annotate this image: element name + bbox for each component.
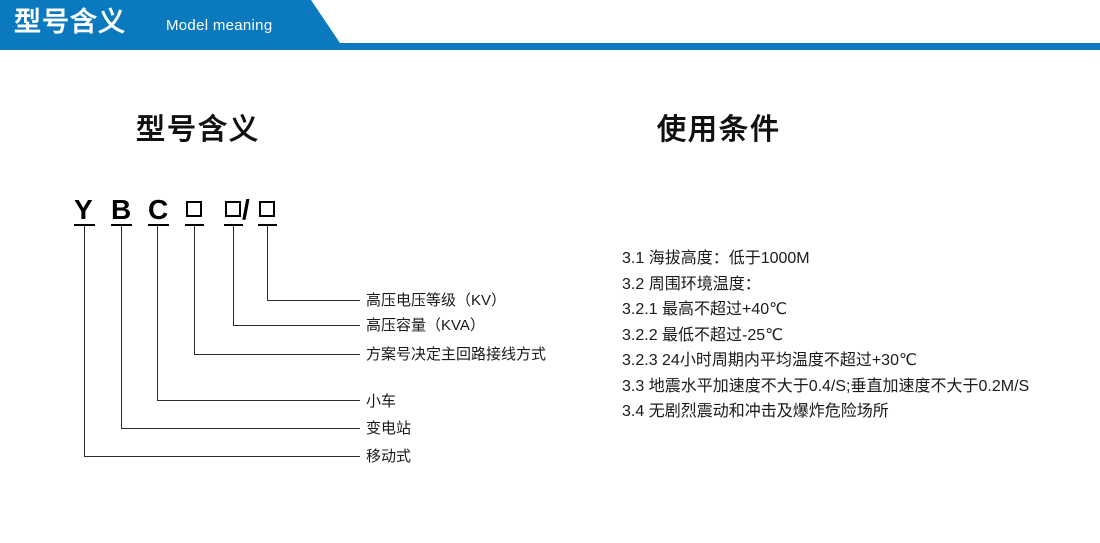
code-box-1: [186, 201, 202, 217]
leader-horizontal-5: [121, 428, 360, 429]
model-code-diagram: Y B C / 高压电压等级（KV） 高压容量（KVA） 方案号决定主回路接线方…: [0, 0, 560, 464]
leader-label-trolley: 小车: [366, 393, 397, 410]
leader-vertical-1: [267, 226, 268, 301]
code-underline-1: [74, 224, 95, 226]
code-slash: /: [242, 194, 250, 225]
usage-condition-item: 3.1 海拔高度：低于1000M: [622, 250, 810, 267]
leader-vertical-2: [233, 226, 234, 326]
usage-condition-item: 3.2.2 最低不超过-25℃: [622, 326, 784, 344]
leader-horizontal-1: [267, 300, 360, 301]
leader-horizontal-2: [233, 325, 360, 326]
header-title-english: Model meaning: [166, 17, 273, 34]
usage-condition-item: 3.3 地震水平加速度不大于0.4/S;垂直加速度不大于0.2M/S: [622, 377, 1030, 395]
right-section-heading: 使用条件: [657, 114, 782, 146]
usage-condition-item: 3.2 周围环境温度：: [622, 275, 761, 293]
leader-horizontal-4: [157, 400, 360, 401]
header-blue-block: [0, 0, 340, 43]
code-underline-5: [224, 224, 243, 226]
usage-conditions-list: 3.1 海拔高度：低于1000M 3.2 周围环境温度： 3.2.1 最高不超过…: [622, 246, 1092, 425]
code-underline-2: [111, 224, 132, 226]
usage-condition-item: 3.2.3 24小时周期内平均温度不超过+30℃: [622, 352, 917, 369]
usage-condition-item: 3.2.1 最高不超过+40℃: [622, 301, 788, 318]
leader-label-mobile-type: 移动式: [366, 448, 412, 465]
code-char-c: C: [148, 194, 169, 225]
leader-vertical-4: [157, 226, 158, 401]
code-box-2: [225, 201, 241, 217]
leader-label-hv-capacity: 高压容量（KVA）: [366, 317, 485, 334]
code-box-3: [259, 201, 275, 217]
code-underline-3: [148, 224, 169, 226]
header-banner: 型号含义 Model meaning: [0, 0, 1100, 52]
header-title-chinese: 型号含义: [14, 7, 126, 37]
code-underline-4: [185, 224, 204, 226]
code-char-b: B: [111, 194, 132, 225]
left-section-heading: 型号含义: [136, 114, 261, 146]
leader-horizontal-6: [84, 456, 360, 457]
leader-vertical-3: [194, 226, 195, 355]
leader-label-scheme-number: 方案号决定主回路接线方式: [366, 346, 547, 363]
leader-label-substation: 变电站: [366, 420, 412, 437]
usage-condition-item: 3.4 无剧烈震动和冲击及爆炸危险场所: [622, 403, 889, 420]
header-accent-bar: [0, 43, 1100, 50]
leader-label-hv-voltage-level: 高压电压等级（KV）: [366, 292, 507, 309]
code-char-y: Y: [74, 194, 93, 225]
code-underline-6: [258, 224, 277, 226]
leader-vertical-5: [121, 226, 122, 429]
leader-horizontal-3: [194, 354, 360, 355]
leader-vertical-6: [84, 226, 85, 457]
